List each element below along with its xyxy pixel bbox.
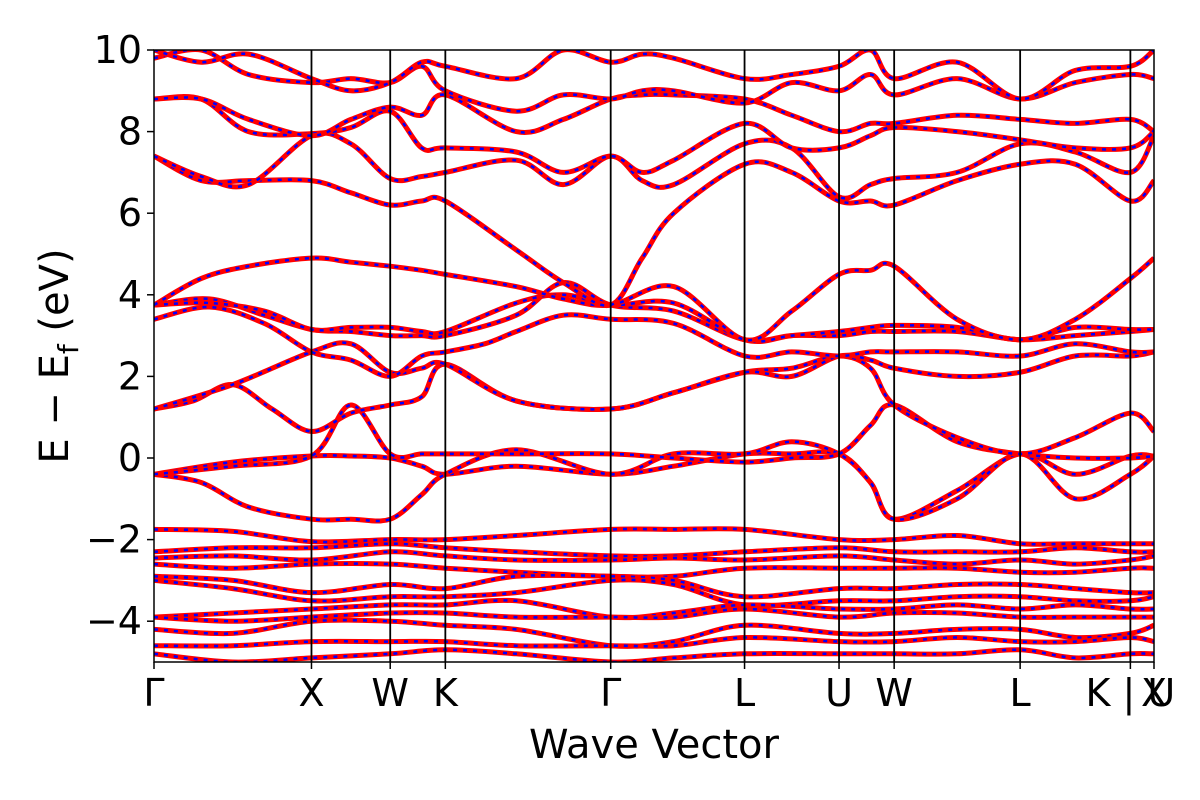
band-line-16 [154,526,1154,547]
band-line-dashed-13 [154,93,1154,137]
band-line-17 [154,541,1154,559]
x-tick-label: L [1010,671,1031,715]
high-symmetry-lines [310,50,1132,662]
x-tick-label: Γ [600,671,621,715]
y-axis-title: E − Ef (eV) [32,248,85,463]
x-axis-title: Wave Vector [529,722,780,768]
x-tick-label: W [371,671,409,715]
x-tick-label: X [298,671,324,715]
y-axis-ticks: −4 −2 0 2 4 6 8 10 [86,28,154,643]
band-line-2 [154,439,1154,524]
band-line-5 [154,340,1154,412]
band-line-15 [154,50,1154,102]
x-tick-label: U [825,671,853,715]
x-tick-label: K | U [1086,671,1176,716]
y-tick-label: 8 [118,110,142,154]
band-line-9 [154,255,1154,343]
band-line-dashed-20 [154,573,1154,599]
x-tick-label: K [433,671,459,715]
band-line-11 [154,130,1154,201]
bands-layer [154,50,1154,662]
band-line-dashed-10 [154,154,1154,307]
y-tick-label: 4 [118,273,142,317]
band-line-dashed-21 [154,578,1154,607]
band-line-dashed-14 [154,50,1154,113]
y-tick-label: 0 [118,436,142,480]
y-axis-title-main: E − E [32,354,78,464]
band-line-23 [154,606,1154,624]
x-tick-label: W [875,671,913,715]
y-tick-label: −2 [86,518,142,562]
band-line-25 [154,634,1154,649]
band-line-19 [154,561,1154,580]
x-tick-label: L [734,671,755,715]
y-tick-label: 10 [94,28,142,72]
band-line-dashed-22 [154,599,1154,619]
plot-frame [153,49,1155,663]
x-tick-label: X [1141,671,1167,715]
x-tick-label: Γ [143,671,164,715]
y-tick-label: −4 [86,599,142,643]
band-line-dashed-6 [154,305,1154,378]
y-axis-title-unit: (eV) [32,248,78,344]
y-axis-title-group: E − Ef (eV) [32,248,85,463]
band-line-12 [154,94,1154,175]
band-line-26 [154,647,1154,662]
band-line-18 [154,549,1154,567]
y-axis-title-subscript: f [52,343,85,354]
y-tick-label: 2 [118,354,142,398]
band-line-dashed-24 [154,618,1154,648]
y-tick-label: 6 [118,191,142,235]
